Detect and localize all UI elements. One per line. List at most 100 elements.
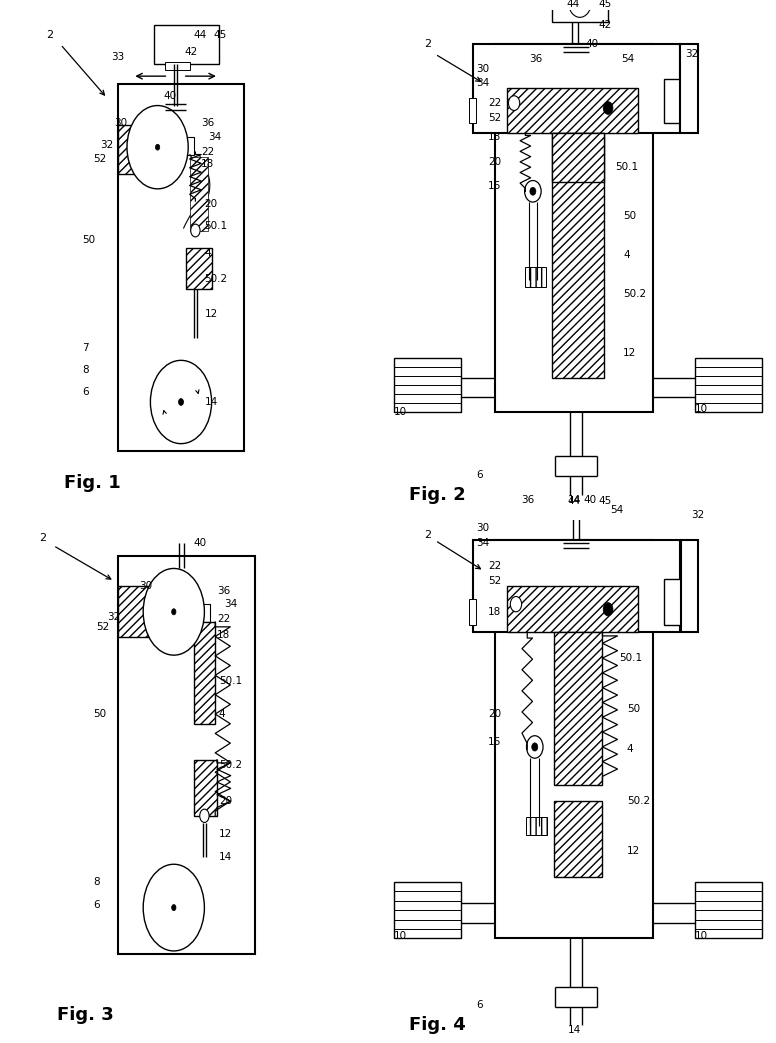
Circle shape xyxy=(171,609,176,615)
Bar xyxy=(664,579,685,625)
Text: 18: 18 xyxy=(201,160,214,169)
Text: 45: 45 xyxy=(598,0,612,9)
Text: 34: 34 xyxy=(208,132,221,143)
Bar xyxy=(553,800,602,877)
Text: 36: 36 xyxy=(529,54,542,64)
Circle shape xyxy=(569,483,591,514)
Text: 50.2: 50.2 xyxy=(219,759,242,770)
Text: 2: 2 xyxy=(46,29,53,40)
Text: 42: 42 xyxy=(598,20,612,29)
Circle shape xyxy=(603,603,613,615)
Circle shape xyxy=(151,360,212,443)
Circle shape xyxy=(530,188,536,195)
Text: 20: 20 xyxy=(219,796,232,805)
Circle shape xyxy=(603,101,613,115)
Text: 40: 40 xyxy=(163,91,176,101)
Circle shape xyxy=(178,398,183,406)
Text: 36: 36 xyxy=(521,494,535,505)
Text: 6: 6 xyxy=(93,900,99,911)
Bar xyxy=(473,44,680,132)
Circle shape xyxy=(508,96,520,111)
Text: 50: 50 xyxy=(82,236,95,245)
Text: 2: 2 xyxy=(424,40,431,49)
Text: 45: 45 xyxy=(598,495,612,506)
Text: 52: 52 xyxy=(96,622,109,632)
Circle shape xyxy=(525,180,541,202)
Text: 36: 36 xyxy=(217,586,230,597)
Bar xyxy=(681,540,698,632)
Text: 50.2: 50.2 xyxy=(204,274,227,285)
Circle shape xyxy=(144,865,204,951)
Text: 50.1: 50.1 xyxy=(219,676,242,685)
Bar xyxy=(526,818,547,835)
Text: 34: 34 xyxy=(476,538,490,548)
Text: 20: 20 xyxy=(204,198,217,209)
Text: 44: 44 xyxy=(566,0,580,9)
Text: Fig. 4: Fig. 4 xyxy=(409,1016,466,1034)
Text: 14: 14 xyxy=(204,397,217,407)
Text: 50: 50 xyxy=(627,704,640,713)
Text: 40: 40 xyxy=(193,538,206,548)
Text: 32: 32 xyxy=(685,49,698,59)
Text: 34: 34 xyxy=(224,599,237,609)
Bar xyxy=(186,247,212,289)
Circle shape xyxy=(511,597,521,612)
Text: 54: 54 xyxy=(622,54,635,64)
Bar xyxy=(552,132,605,378)
Text: 2: 2 xyxy=(424,530,431,540)
Text: 32: 32 xyxy=(691,510,704,519)
Text: 40: 40 xyxy=(586,40,598,49)
Text: 18: 18 xyxy=(488,132,501,143)
Text: 22: 22 xyxy=(217,614,230,625)
Bar xyxy=(154,25,219,64)
Text: 33: 33 xyxy=(111,51,124,62)
Text: 44: 44 xyxy=(193,29,207,40)
Bar xyxy=(393,882,462,939)
Text: 6: 6 xyxy=(476,470,483,481)
Text: 12: 12 xyxy=(623,348,636,358)
Bar xyxy=(552,0,608,22)
Text: 44: 44 xyxy=(567,495,580,506)
Text: 10: 10 xyxy=(695,930,708,941)
Circle shape xyxy=(532,743,538,751)
Text: 30: 30 xyxy=(114,118,127,127)
Text: 54: 54 xyxy=(610,505,623,515)
Text: 50: 50 xyxy=(93,709,106,719)
Text: 34: 34 xyxy=(476,78,490,89)
Text: Fig. 1: Fig. 1 xyxy=(64,474,121,492)
Text: 30: 30 xyxy=(476,523,490,533)
Circle shape xyxy=(191,224,200,237)
Bar xyxy=(165,63,190,70)
Text: 52: 52 xyxy=(488,113,501,123)
Text: 22: 22 xyxy=(201,147,214,157)
Text: 22: 22 xyxy=(488,561,501,571)
Bar xyxy=(495,44,653,412)
Text: 4: 4 xyxy=(623,250,630,260)
Text: 2: 2 xyxy=(39,533,46,542)
Bar xyxy=(552,479,608,517)
Text: 14: 14 xyxy=(219,851,232,862)
Text: 22: 22 xyxy=(488,98,501,108)
Text: 6: 6 xyxy=(82,387,88,397)
Text: 36: 36 xyxy=(201,118,214,127)
Bar xyxy=(118,586,161,637)
Text: Fig. 3: Fig. 3 xyxy=(57,1005,113,1023)
Bar xyxy=(118,556,255,953)
Text: 50.1: 50.1 xyxy=(615,162,639,172)
Text: 14: 14 xyxy=(567,495,581,505)
Text: 50.1: 50.1 xyxy=(619,653,643,662)
Text: 32: 32 xyxy=(107,612,120,622)
Bar xyxy=(695,358,762,412)
Text: 20: 20 xyxy=(488,156,501,167)
Circle shape xyxy=(155,144,160,150)
Text: 30: 30 xyxy=(140,581,153,591)
Text: 4: 4 xyxy=(219,709,225,719)
Text: 50.1: 50.1 xyxy=(204,221,227,231)
Bar xyxy=(190,157,208,231)
Text: 16: 16 xyxy=(488,181,501,192)
Bar xyxy=(193,759,217,816)
Text: 50.2: 50.2 xyxy=(623,289,646,299)
Text: 52: 52 xyxy=(488,576,501,586)
Text: 42: 42 xyxy=(185,47,198,56)
Bar xyxy=(185,138,193,154)
